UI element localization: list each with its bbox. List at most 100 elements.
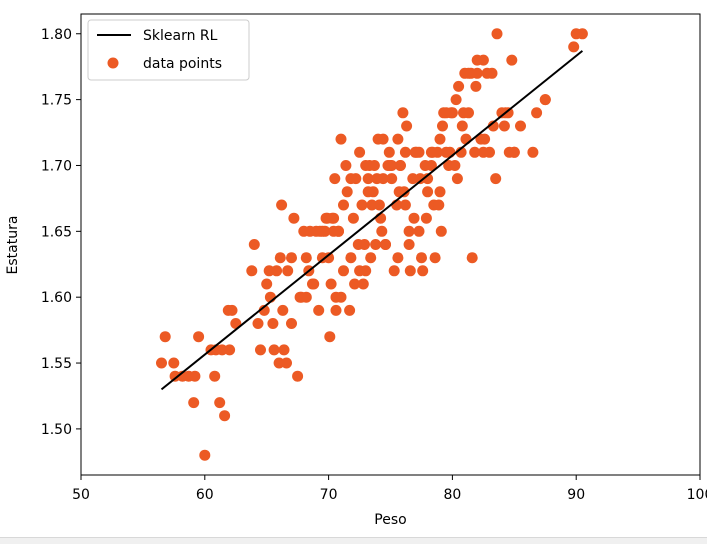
- data-point: [330, 304, 342, 316]
- data-point: [188, 397, 200, 409]
- data-point: [214, 397, 226, 409]
- data-point: [314, 225, 326, 237]
- data-point: [377, 133, 389, 145]
- data-point: [261, 278, 273, 290]
- data-point: [386, 160, 398, 171]
- data-point: [422, 186, 434, 198]
- data-point: [338, 265, 349, 277]
- data-point: [425, 160, 437, 171]
- data-point: [506, 54, 518, 66]
- data-point: [292, 370, 304, 382]
- data-point: [360, 265, 372, 277]
- plot-frame: [80, 13, 701, 476]
- data-point: [341, 186, 353, 198]
- data-point: [539, 94, 551, 106]
- data-point: [294, 291, 306, 303]
- data-point: [399, 146, 411, 158]
- data-point: [416, 252, 427, 264]
- data-point: [433, 199, 445, 211]
- data-point: [576, 28, 588, 40]
- data-point: [308, 278, 320, 290]
- regression-line-layer: [160, 50, 584, 391]
- y-axis-label: Estatura: [5, 216, 21, 275]
- y-tick-label: 1.55: [41, 356, 72, 372]
- data-point: [189, 370, 201, 382]
- data-point: [437, 120, 448, 132]
- y-tick-label: 1.60: [41, 290, 72, 306]
- data-point: [354, 146, 366, 158]
- data-point: [268, 344, 280, 356]
- legend-label-points: data points: [143, 56, 222, 72]
- data-point: [325, 278, 337, 290]
- data-point: [469, 146, 481, 158]
- data-point: [258, 304, 270, 316]
- data-point: [219, 410, 231, 422]
- data-point: [300, 252, 312, 264]
- data-point: [328, 225, 340, 237]
- data-point: [276, 199, 288, 211]
- data-point: [278, 344, 290, 356]
- data-point: [408, 212, 420, 224]
- window-bottom-strip: [0, 537, 707, 544]
- data-point: [316, 252, 328, 264]
- data-point: [481, 67, 493, 79]
- data-point: [286, 318, 297, 329]
- data-point: [321, 212, 333, 224]
- data-point: [368, 160, 380, 171]
- data-point: [435, 225, 447, 237]
- data-point: [403, 225, 415, 237]
- data-point: [338, 199, 349, 211]
- data-point: [248, 239, 260, 250]
- data-point: [490, 173, 502, 185]
- data-point: [383, 146, 395, 158]
- data-point: [388, 265, 400, 277]
- y-tick-label: 1.65: [41, 224, 72, 240]
- data-point: [445, 107, 457, 119]
- data-point: [313, 304, 325, 316]
- data-point: [271, 265, 283, 277]
- data-point: [340, 160, 352, 171]
- x-tick-label: 60: [196, 487, 214, 503]
- data-point: [453, 80, 465, 92]
- data-point: [417, 265, 429, 277]
- data-point: [487, 120, 499, 132]
- data-point: [362, 173, 374, 185]
- data-point: [193, 331, 205, 343]
- y-tick-label: 1.50: [41, 422, 72, 438]
- x-tick-label: 90: [567, 487, 585, 503]
- data-point: [386, 173, 398, 185]
- data-point: [362, 186, 374, 198]
- data-point: [392, 252, 404, 264]
- data-point: [392, 133, 404, 145]
- data-point: [380, 239, 391, 250]
- data-point: [484, 146, 495, 158]
- data-point: [199, 449, 211, 461]
- data-point: [246, 265, 258, 277]
- data-point: [224, 344, 236, 356]
- data-point: [347, 212, 359, 224]
- data-points-layer: [156, 28, 588, 461]
- data-point: [345, 252, 357, 264]
- data-point: [450, 94, 462, 106]
- data-point: [460, 133, 472, 145]
- data-point: [394, 160, 406, 171]
- data-point: [277, 304, 289, 316]
- data-point: [288, 212, 300, 224]
- data-point: [443, 160, 455, 171]
- data-point: [366, 199, 378, 211]
- data-point: [434, 186, 446, 198]
- data-point: [434, 133, 446, 145]
- data-point: [226, 304, 238, 316]
- legend: Sklearn RL data points: [87, 19, 250, 81]
- data-point: [370, 239, 382, 250]
- data-point: [281, 357, 292, 369]
- data-point: [463, 67, 474, 79]
- data-point: [252, 318, 264, 329]
- data-point: [159, 331, 171, 343]
- data-point: [413, 146, 425, 158]
- data-point: [156, 357, 167, 369]
- data-point: [470, 80, 482, 92]
- data-point: [324, 331, 336, 343]
